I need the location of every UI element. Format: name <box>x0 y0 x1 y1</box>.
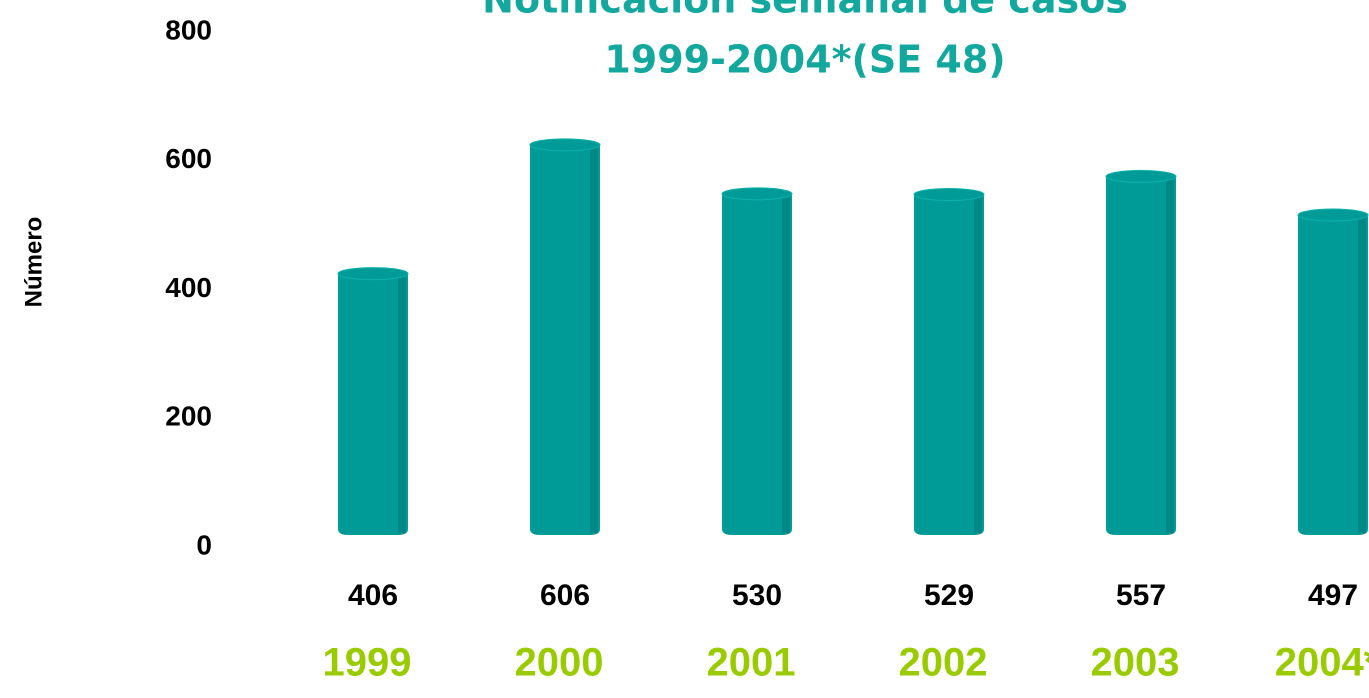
value-label: 530 <box>732 579 782 612</box>
bar <box>722 193 792 535</box>
x-tick-label: 2004* <box>1275 641 1369 685</box>
bar <box>338 273 408 535</box>
bar <box>530 144 600 535</box>
bar-side <box>1166 176 1174 533</box>
y-tick-label: 0 <box>196 529 212 560</box>
bar-side <box>590 144 598 533</box>
bar-top <box>1297 208 1369 222</box>
value-label: 606 <box>540 579 590 612</box>
value-label: 406 <box>348 579 398 612</box>
x-tick-label: 2001 <box>707 641 796 685</box>
bar-top <box>1105 169 1177 183</box>
bar-side <box>1358 215 1366 533</box>
x-tick-label: 2002 <box>899 641 988 685</box>
chart-subtitle: 1999-2004*(SE 48) <box>604 38 1005 82</box>
bar-side <box>782 193 790 533</box>
x-tick-label: 2000 <box>515 641 604 685</box>
value-label: 529 <box>924 579 974 612</box>
x-tick-label: 1999 <box>323 641 412 685</box>
x-tick-label: 2003 <box>1091 641 1180 685</box>
bar-top <box>529 138 601 152</box>
bar-side <box>398 273 406 533</box>
chart-title: Notificación semanal de casos <box>482 0 1128 22</box>
bar-top <box>721 187 793 201</box>
value-label: 557 <box>1116 579 1166 612</box>
bar <box>1106 176 1176 535</box>
value-label: 497 <box>1308 579 1358 612</box>
y-axis-label: Número <box>20 217 47 308</box>
bar <box>914 194 984 536</box>
bar <box>1298 215 1368 535</box>
y-tick-label: 800 <box>165 14 212 45</box>
bar-top <box>913 187 985 201</box>
bar-top <box>337 267 409 281</box>
y-tick-label: 600 <box>165 143 212 174</box>
y-tick-label: 400 <box>165 272 212 303</box>
y-tick-label: 200 <box>165 401 212 432</box>
bar-side <box>974 194 982 534</box>
